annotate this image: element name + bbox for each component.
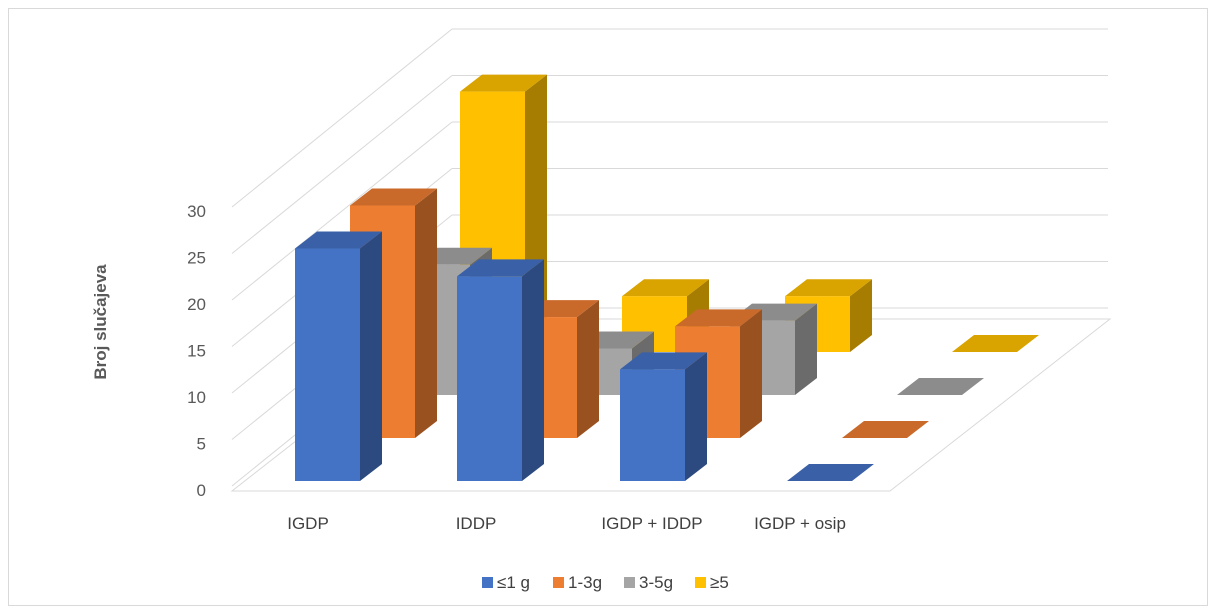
bar-top	[295, 231, 382, 249]
bar-side	[360, 231, 382, 481]
y-tick-label: 20	[187, 295, 206, 314]
legend-label: ≤1 g	[497, 573, 530, 592]
category-label: IGDP + osip	[754, 514, 846, 533]
category-label: IGDP	[287, 514, 329, 533]
category-labels: IGDP IDDP IGDP + IDDP IGDP + osip	[287, 514, 846, 533]
bar-top	[350, 188, 437, 206]
bar-top	[842, 421, 929, 438]
bar-side	[740, 309, 762, 438]
y-tick-label: 10	[187, 388, 206, 407]
bar-front	[295, 248, 360, 481]
bar-top	[460, 74, 547, 92]
bar-side	[415, 188, 437, 438]
bar-front	[457, 276, 522, 481]
y-tick-label: 30	[187, 202, 206, 221]
legend: ≤1 g 1-3g 3-5g ≥5	[482, 573, 729, 592]
bar-top	[622, 279, 709, 297]
bar-top	[620, 352, 707, 370]
bar-top	[457, 259, 544, 277]
bar-side	[850, 279, 872, 352]
bar-≤1 g-IGDP + osip	[787, 464, 874, 481]
bar-top	[787, 464, 874, 481]
y-tick-label: 15	[187, 342, 206, 361]
bar-3-5g-IGDP + osip	[897, 378, 984, 395]
gridline-side	[231, 75, 453, 254]
y-tick-label: 0	[197, 481, 206, 500]
bars-group	[295, 74, 1039, 481]
bar-top	[952, 335, 1039, 352]
bar-front	[620, 369, 685, 481]
bar-side	[795, 303, 817, 395]
bar-top	[897, 378, 984, 395]
legend-swatch	[553, 577, 564, 588]
y-axis-ticks: 0 5 10 15 20 25 30	[187, 202, 206, 500]
bar-1-3g-IGDP + osip	[842, 421, 929, 438]
bar-side	[577, 300, 599, 438]
legend-label: ≥5	[710, 573, 729, 592]
legend-swatch	[482, 577, 493, 588]
bar-≤1 g-IGDP	[295, 231, 382, 481]
legend-swatch	[695, 577, 706, 588]
y-tick-label: 5	[197, 435, 206, 454]
bar-1-3g-IDDP	[512, 300, 599, 438]
gridline-side	[231, 28, 453, 208]
category-label: IGDP + IDDP	[601, 514, 702, 533]
bar-≤1 g-IDDP	[457, 259, 544, 481]
bar-≤1 g-IGDP + IDDP	[620, 352, 707, 481]
legend-label: 1-3g	[568, 573, 602, 592]
bar-top	[675, 309, 762, 327]
bar-side	[685, 352, 707, 481]
bar-top	[785, 279, 872, 297]
y-tick-label: 25	[187, 249, 206, 268]
y-axis-label: Broj slučajeva	[91, 264, 110, 380]
legend-label: 3-5g	[639, 573, 673, 592]
bar-≥5-IGDP + osip	[952, 335, 1039, 352]
bar-side	[522, 259, 544, 481]
category-label: IDDP	[456, 514, 497, 533]
gridline-side	[231, 121, 453, 301]
legend-swatch	[624, 577, 635, 588]
chart-frame	[8, 8, 1208, 606]
